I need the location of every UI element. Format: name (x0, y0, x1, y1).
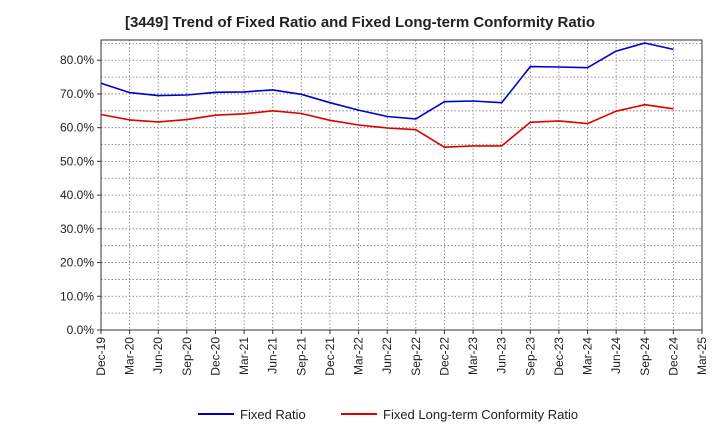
x-tick-label: Jun-22 (380, 337, 394, 374)
x-tick-label: Jun-24 (609, 337, 623, 374)
y-tick-label: 20.0% (60, 256, 94, 270)
x-tick-label: Mar-23 (466, 337, 480, 375)
series-line-fixed-long-term-conformity-ratio (100, 103, 674, 148)
x-tick-label: Dec-24 (666, 337, 680, 376)
x-tick-label: Jun-21 (266, 337, 280, 374)
x-tick-label: Sep-23 (523, 337, 537, 376)
x-tick-label: Mar-21 (237, 337, 251, 375)
x-tick-label: Dec-19 (94, 337, 108, 376)
legend-label: Fixed Long-term Conformity Ratio (383, 407, 578, 422)
y-tick-label: 40.0% (60, 188, 94, 202)
x-tick-label: Mar-22 (352, 337, 366, 375)
x-tick-label: Dec-20 (208, 337, 222, 376)
x-tick-label: Dec-22 (437, 337, 451, 376)
y-tick-label: 10.0% (60, 289, 94, 303)
y-tick-label: 80.0% (60, 53, 94, 67)
x-tick-label: Sep-20 (180, 337, 194, 376)
x-tick-label: Mar-25 (695, 337, 709, 375)
x-tick-label: Dec-21 (323, 337, 337, 376)
x-tick-label: Sep-24 (638, 337, 652, 376)
x-tick-label: Mar-20 (123, 337, 137, 375)
x-tick-label: Jun-23 (495, 337, 509, 374)
x-tick-label: Jun-20 (151, 337, 165, 374)
y-tick-label: 0.0% (67, 323, 95, 337)
y-tick-label: 70.0% (60, 87, 94, 101)
x-tick-label: Dec-23 (552, 337, 566, 376)
x-tick-label: Sep-21 (294, 337, 308, 376)
series-line-fixed-ratio (100, 42, 674, 120)
y-tick-label: 50.0% (60, 154, 94, 168)
x-tick-label: Mar-24 (581, 337, 595, 375)
y-tick-label: 30.0% (60, 222, 94, 236)
chart-title: [3449] Trend of Fixed Ratio and Fixed Lo… (124, 14, 596, 31)
y-tick-label: 60.0% (60, 121, 94, 135)
plot-frame (100, 39, 703, 331)
plot-area (101, 40, 702, 330)
x-tick-label: Sep-22 (409, 337, 423, 376)
legend-label: Fixed Ratio (240, 407, 306, 422)
